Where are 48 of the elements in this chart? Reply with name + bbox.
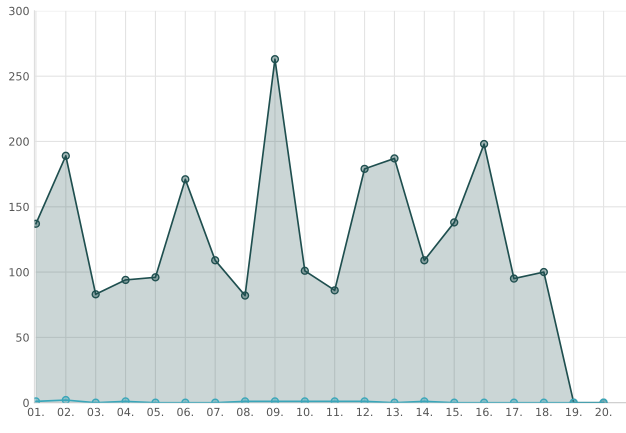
x-tick-label: 07.: [207, 408, 223, 416]
y-tick-label: 0: [23, 398, 29, 408]
x-tick-label: 03.: [88, 408, 104, 416]
point: [92, 290, 100, 298]
point: [270, 54, 280, 64]
x-tick-label: 08.: [236, 408, 253, 416]
x-tick-label: 10.: [297, 408, 312, 416]
y-tick-label: 300: [9, 6, 29, 16]
x-tick-label: 16.: [476, 408, 492, 416]
point: [62, 396, 70, 403]
point: [121, 276, 130, 284]
x-tick-label: 09.: [266, 408, 283, 416]
point: [211, 256, 220, 264]
x-tick-label: 15.: [446, 408, 462, 416]
x-tick-label: 12.: [356, 408, 372, 416]
point: [450, 218, 458, 227]
x-tick-label: 19.: [566, 408, 582, 416]
point: [300, 266, 309, 275]
x-tick-label: 05.: [147, 408, 164, 416]
point: [62, 152, 70, 160]
point: [181, 175, 190, 184]
point: [480, 140, 488, 148]
y-tick-label: 100: [10, 268, 29, 276]
x-tick-label: 01.: [28, 408, 44, 416]
point: [330, 397, 339, 403]
point: [420, 397, 428, 403]
point: [420, 256, 428, 264]
x-tick-label: 20.: [596, 408, 612, 416]
y-tick-label: 50: [16, 333, 29, 342]
y-tick-label: 250: [9, 72, 29, 81]
point: [390, 154, 399, 163]
y-tick-label: 150: [10, 202, 29, 212]
point: [330, 286, 339, 295]
point: [540, 268, 548, 276]
x-tick-label: 13.: [386, 408, 402, 416]
point: [510, 274, 518, 283]
point: [151, 273, 160, 282]
x-tick-label: 17.: [506, 408, 522, 416]
x-tick-label: 14.: [416, 408, 432, 416]
point: [240, 291, 250, 300]
point: [360, 164, 369, 174]
x-tick-label: 04.: [117, 408, 134, 416]
x-tick-label: 11.: [327, 408, 342, 416]
x-tick-label: 06.: [177, 408, 193, 416]
x-tick-label: 18.: [536, 408, 552, 416]
y-tick-label: 200: [9, 137, 29, 146]
point: [300, 397, 309, 403]
x-tick-label: 02.: [58, 408, 74, 416]
